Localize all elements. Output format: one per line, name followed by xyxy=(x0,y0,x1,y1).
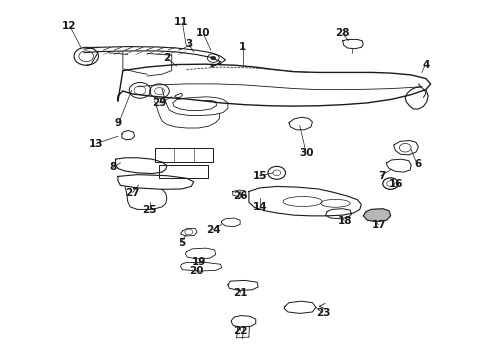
Text: 23: 23 xyxy=(316,308,330,318)
Text: 28: 28 xyxy=(336,28,350,38)
Text: 1: 1 xyxy=(239,42,246,52)
Text: 5: 5 xyxy=(178,238,185,248)
Text: 2: 2 xyxy=(163,53,171,63)
Text: 30: 30 xyxy=(299,148,313,158)
Text: 22: 22 xyxy=(233,325,247,336)
Text: 17: 17 xyxy=(372,220,387,230)
Circle shape xyxy=(211,56,216,60)
Text: 27: 27 xyxy=(125,188,140,198)
Text: 15: 15 xyxy=(252,171,267,181)
Text: 4: 4 xyxy=(422,60,429,70)
Text: 7: 7 xyxy=(378,171,386,181)
Text: 9: 9 xyxy=(114,118,122,128)
Text: 8: 8 xyxy=(109,162,117,172)
Text: 11: 11 xyxy=(174,17,189,27)
Text: 24: 24 xyxy=(206,225,220,235)
Text: 6: 6 xyxy=(415,159,422,169)
Text: 26: 26 xyxy=(233,191,247,201)
Text: 25: 25 xyxy=(143,206,157,216)
Text: 14: 14 xyxy=(252,202,267,212)
Text: 16: 16 xyxy=(389,179,404,189)
Text: 19: 19 xyxy=(192,257,206,267)
Text: 21: 21 xyxy=(233,288,247,298)
Text: 13: 13 xyxy=(89,139,103,149)
Text: 10: 10 xyxy=(196,28,211,38)
Text: 18: 18 xyxy=(338,216,352,226)
Text: 3: 3 xyxy=(185,39,193,49)
Text: 12: 12 xyxy=(62,21,76,31)
Bar xyxy=(155,148,213,162)
Polygon shape xyxy=(363,209,391,222)
Bar xyxy=(159,165,208,178)
Text: 29: 29 xyxy=(152,98,167,108)
Text: 20: 20 xyxy=(189,266,203,276)
